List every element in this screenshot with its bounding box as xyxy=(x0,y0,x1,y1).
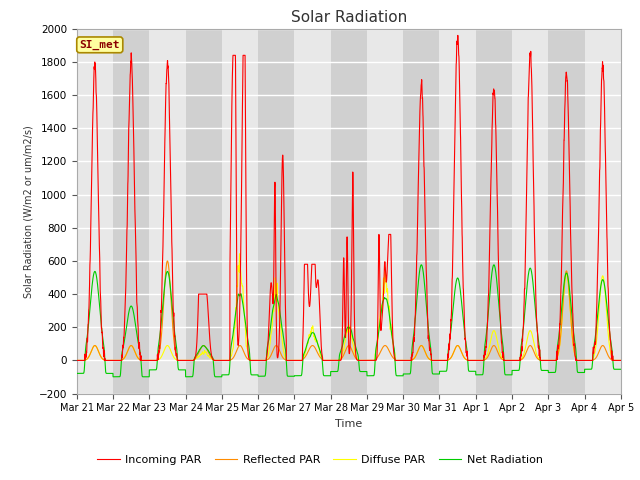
X-axis label: Time: Time xyxy=(335,419,362,429)
Net Radiation xyxy=(73,371,81,376)
Net Radiation xyxy=(171,330,179,336)
Reflected PAR xyxy=(617,358,625,363)
Line: Net Radiation: Net Radiation xyxy=(77,265,621,377)
Net Radiation xyxy=(502,372,509,378)
Reflected PAR xyxy=(502,358,509,363)
Line: Diffuse PAR: Diffuse PAR xyxy=(77,254,621,360)
Net Radiation xyxy=(109,374,117,380)
Diffuse PAR xyxy=(329,358,337,363)
Reflected PAR xyxy=(616,358,624,363)
Incoming PAR xyxy=(171,334,179,339)
Reflected PAR xyxy=(73,358,81,363)
Diffuse PAR xyxy=(502,358,509,363)
Incoming PAR xyxy=(328,358,336,363)
Net Radiation xyxy=(617,366,625,372)
Diffuse PAR xyxy=(471,358,479,363)
Diffuse PAR xyxy=(73,358,81,363)
Bar xyxy=(258,29,294,394)
Incoming PAR xyxy=(502,358,509,363)
Bar xyxy=(548,29,584,394)
Bar xyxy=(403,29,440,394)
Incoming PAR xyxy=(616,358,624,363)
Bar xyxy=(113,29,149,394)
Bar xyxy=(476,29,512,394)
Reflected PAR xyxy=(171,344,179,350)
Text: SI_met: SI_met xyxy=(79,40,120,50)
Incoming PAR xyxy=(440,358,448,363)
Y-axis label: Solar Radiation (W/m2 or um/m2/s): Solar Radiation (W/m2 or um/m2/s) xyxy=(23,125,33,298)
Incoming PAR xyxy=(617,358,625,363)
Reflected PAR xyxy=(471,358,479,363)
Net Radiation xyxy=(417,262,425,268)
Incoming PAR xyxy=(73,358,81,363)
Net Radiation xyxy=(329,369,337,374)
Reflected PAR xyxy=(164,258,172,264)
Diffuse PAR xyxy=(617,358,625,363)
Reflected PAR xyxy=(441,358,449,363)
Net Radiation xyxy=(471,369,479,374)
Reflected PAR xyxy=(329,358,337,363)
Net Radiation xyxy=(616,366,624,372)
Net Radiation xyxy=(441,369,449,374)
Diffuse PAR xyxy=(236,251,243,257)
Diffuse PAR xyxy=(171,355,179,361)
Legend: Incoming PAR, Reflected PAR, Diffuse PAR, Net Radiation: Incoming PAR, Reflected PAR, Diffuse PAR… xyxy=(93,451,547,469)
Incoming PAR xyxy=(454,33,461,38)
Title: Solar Radiation: Solar Radiation xyxy=(291,10,407,25)
Line: Reflected PAR: Reflected PAR xyxy=(77,261,621,360)
Incoming PAR xyxy=(471,358,479,363)
Diffuse PAR xyxy=(616,358,624,363)
Diffuse PAR xyxy=(441,358,449,363)
Bar xyxy=(186,29,222,394)
Bar xyxy=(331,29,367,394)
Line: Incoming PAR: Incoming PAR xyxy=(77,36,621,360)
